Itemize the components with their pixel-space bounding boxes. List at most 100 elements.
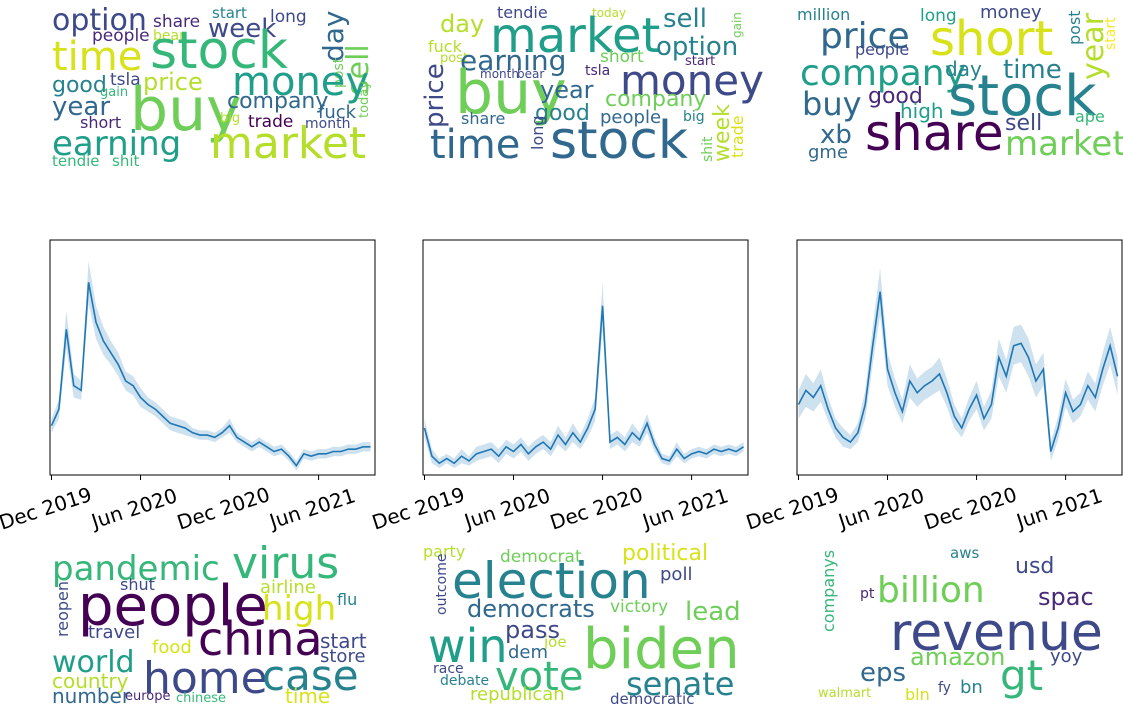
- cloud-word: long: [528, 115, 547, 150]
- cloud-word: start: [685, 54, 715, 69]
- cloud-word: eps: [860, 658, 906, 688]
- cloud-word: day: [945, 57, 982, 81]
- cloud-word: bn: [960, 677, 983, 698]
- cloud-word: company: [800, 53, 966, 94]
- cloud-word: flu: [337, 590, 357, 609]
- cloud-word: dem: [508, 642, 548, 663]
- cloud-word: democrats: [467, 595, 595, 623]
- cloud-word: time: [285, 684, 330, 708]
- confidence-band: [798, 268, 1118, 461]
- cloud-word: food: [152, 637, 192, 658]
- cloud-word: short: [80, 113, 121, 132]
- cloud-word: stock: [550, 111, 688, 171]
- cloud-word: day: [440, 10, 484, 38]
- cloud-word: spac: [1038, 583, 1094, 611]
- cloud-word: start: [320, 629, 367, 653]
- cloud-word: buy: [455, 58, 567, 128]
- cloud-word: year: [52, 92, 110, 122]
- cloud-word: pandemic: [52, 549, 220, 589]
- cloud-word: yoy: [1050, 646, 1083, 667]
- cloud-word: store: [320, 646, 366, 667]
- cloud-word: million: [797, 5, 850, 24]
- x-tick-label: Jun 2020: [460, 483, 554, 534]
- cloud-word: month: [305, 116, 350, 132]
- cloud-word: high: [262, 589, 336, 629]
- cloud-word: share: [865, 104, 1004, 162]
- cloud-word: good: [868, 84, 923, 109]
- cloud-word: fuck: [428, 37, 463, 56]
- cloud-word: good: [535, 101, 590, 126]
- cloud-word: price: [420, 63, 450, 128]
- cloud-word: party: [423, 542, 465, 561]
- cloud-word: victory: [610, 597, 668, 617]
- cloud-word: start: [212, 4, 247, 22]
- cloud-word: stock: [150, 21, 288, 81]
- cloud-word: shit: [112, 152, 139, 170]
- cloud-word: trade: [248, 112, 293, 132]
- cloud-word: gain: [730, 12, 744, 38]
- cloud-word: bln: [905, 685, 930, 704]
- cloud-word: post: [331, 57, 347, 88]
- cloud-word: price: [820, 16, 910, 57]
- cloud-word: vote: [495, 654, 583, 700]
- cloud-word: long: [920, 6, 957, 26]
- cloud-word: long: [270, 7, 307, 27]
- cloud-word: gme: [808, 142, 848, 163]
- cloud-word: tendie: [52, 152, 100, 170]
- cloud-word: day: [317, 10, 350, 62]
- cloud-word: week: [710, 104, 735, 162]
- x-tick-label: Jun 2020: [87, 483, 181, 534]
- cloud-word: sell: [663, 4, 707, 34]
- cloud-word: post: [1065, 10, 1084, 45]
- cloud-word: tsla: [585, 63, 610, 79]
- cloud-word: companys: [819, 550, 838, 632]
- cloud-word: month: [480, 67, 519, 81]
- cloud-word: week: [208, 14, 276, 44]
- cloud-word: democrat: [500, 547, 582, 567]
- x-tick-label: Jun 2021: [638, 483, 732, 534]
- cloud-word: money: [620, 56, 764, 105]
- x-tick-label: Dec 2019: [743, 482, 842, 534]
- cloud-word: today: [592, 6, 626, 20]
- cloud-word: joe: [543, 633, 567, 651]
- cloud-word: earning: [460, 44, 566, 77]
- cloud-word: xb: [820, 120, 852, 150]
- cloud-word: home: [143, 653, 268, 704]
- cloud-word: big: [220, 111, 240, 126]
- cloud-word: ape: [1075, 107, 1105, 126]
- x-tick-label: Dec 2020: [174, 482, 273, 534]
- cloud-word: short: [930, 11, 1053, 67]
- cloud-word: company: [605, 87, 706, 112]
- cloud-word: senate: [626, 665, 734, 703]
- cloud-word: option: [656, 32, 738, 62]
- cloud-word: gt: [1000, 651, 1043, 700]
- cloud-word: good: [52, 73, 107, 98]
- cloud-word: pass: [505, 616, 560, 644]
- cloud-word: reopen: [53, 581, 72, 637]
- cloud-word: fuck: [318, 102, 357, 123]
- cloud-word: time: [430, 122, 520, 168]
- cloud-word: people: [92, 26, 150, 46]
- line: [797, 291, 1119, 452]
- x-tick-label: Jun 2021: [1012, 483, 1106, 534]
- cloud-word: buy: [130, 75, 242, 145]
- cloud-word: people: [855, 40, 909, 59]
- confidence-band: [424, 282, 744, 468]
- cloud-word: lead: [685, 597, 741, 627]
- cloud-word: start: [1103, 17, 1119, 50]
- cloud-word: aws: [950, 544, 979, 562]
- cloud-word: big: [683, 109, 705, 125]
- cloud-word: share: [153, 12, 200, 32]
- cloud-word: fy: [938, 680, 951, 696]
- x-tick-label: Dec 2019: [0, 482, 95, 534]
- cloud-word: case: [262, 651, 359, 700]
- cloud-word: sell: [341, 44, 376, 95]
- cloud-word: high: [900, 99, 944, 123]
- cloud-word: gain: [100, 85, 128, 100]
- confidence-band: [51, 261, 371, 471]
- cloud-word: political: [622, 541, 708, 566]
- cloud-word: earning: [52, 124, 181, 164]
- cloud-word: chinese: [176, 691, 226, 706]
- cloud-word: revenue: [890, 603, 1103, 663]
- line: [423, 305, 744, 465]
